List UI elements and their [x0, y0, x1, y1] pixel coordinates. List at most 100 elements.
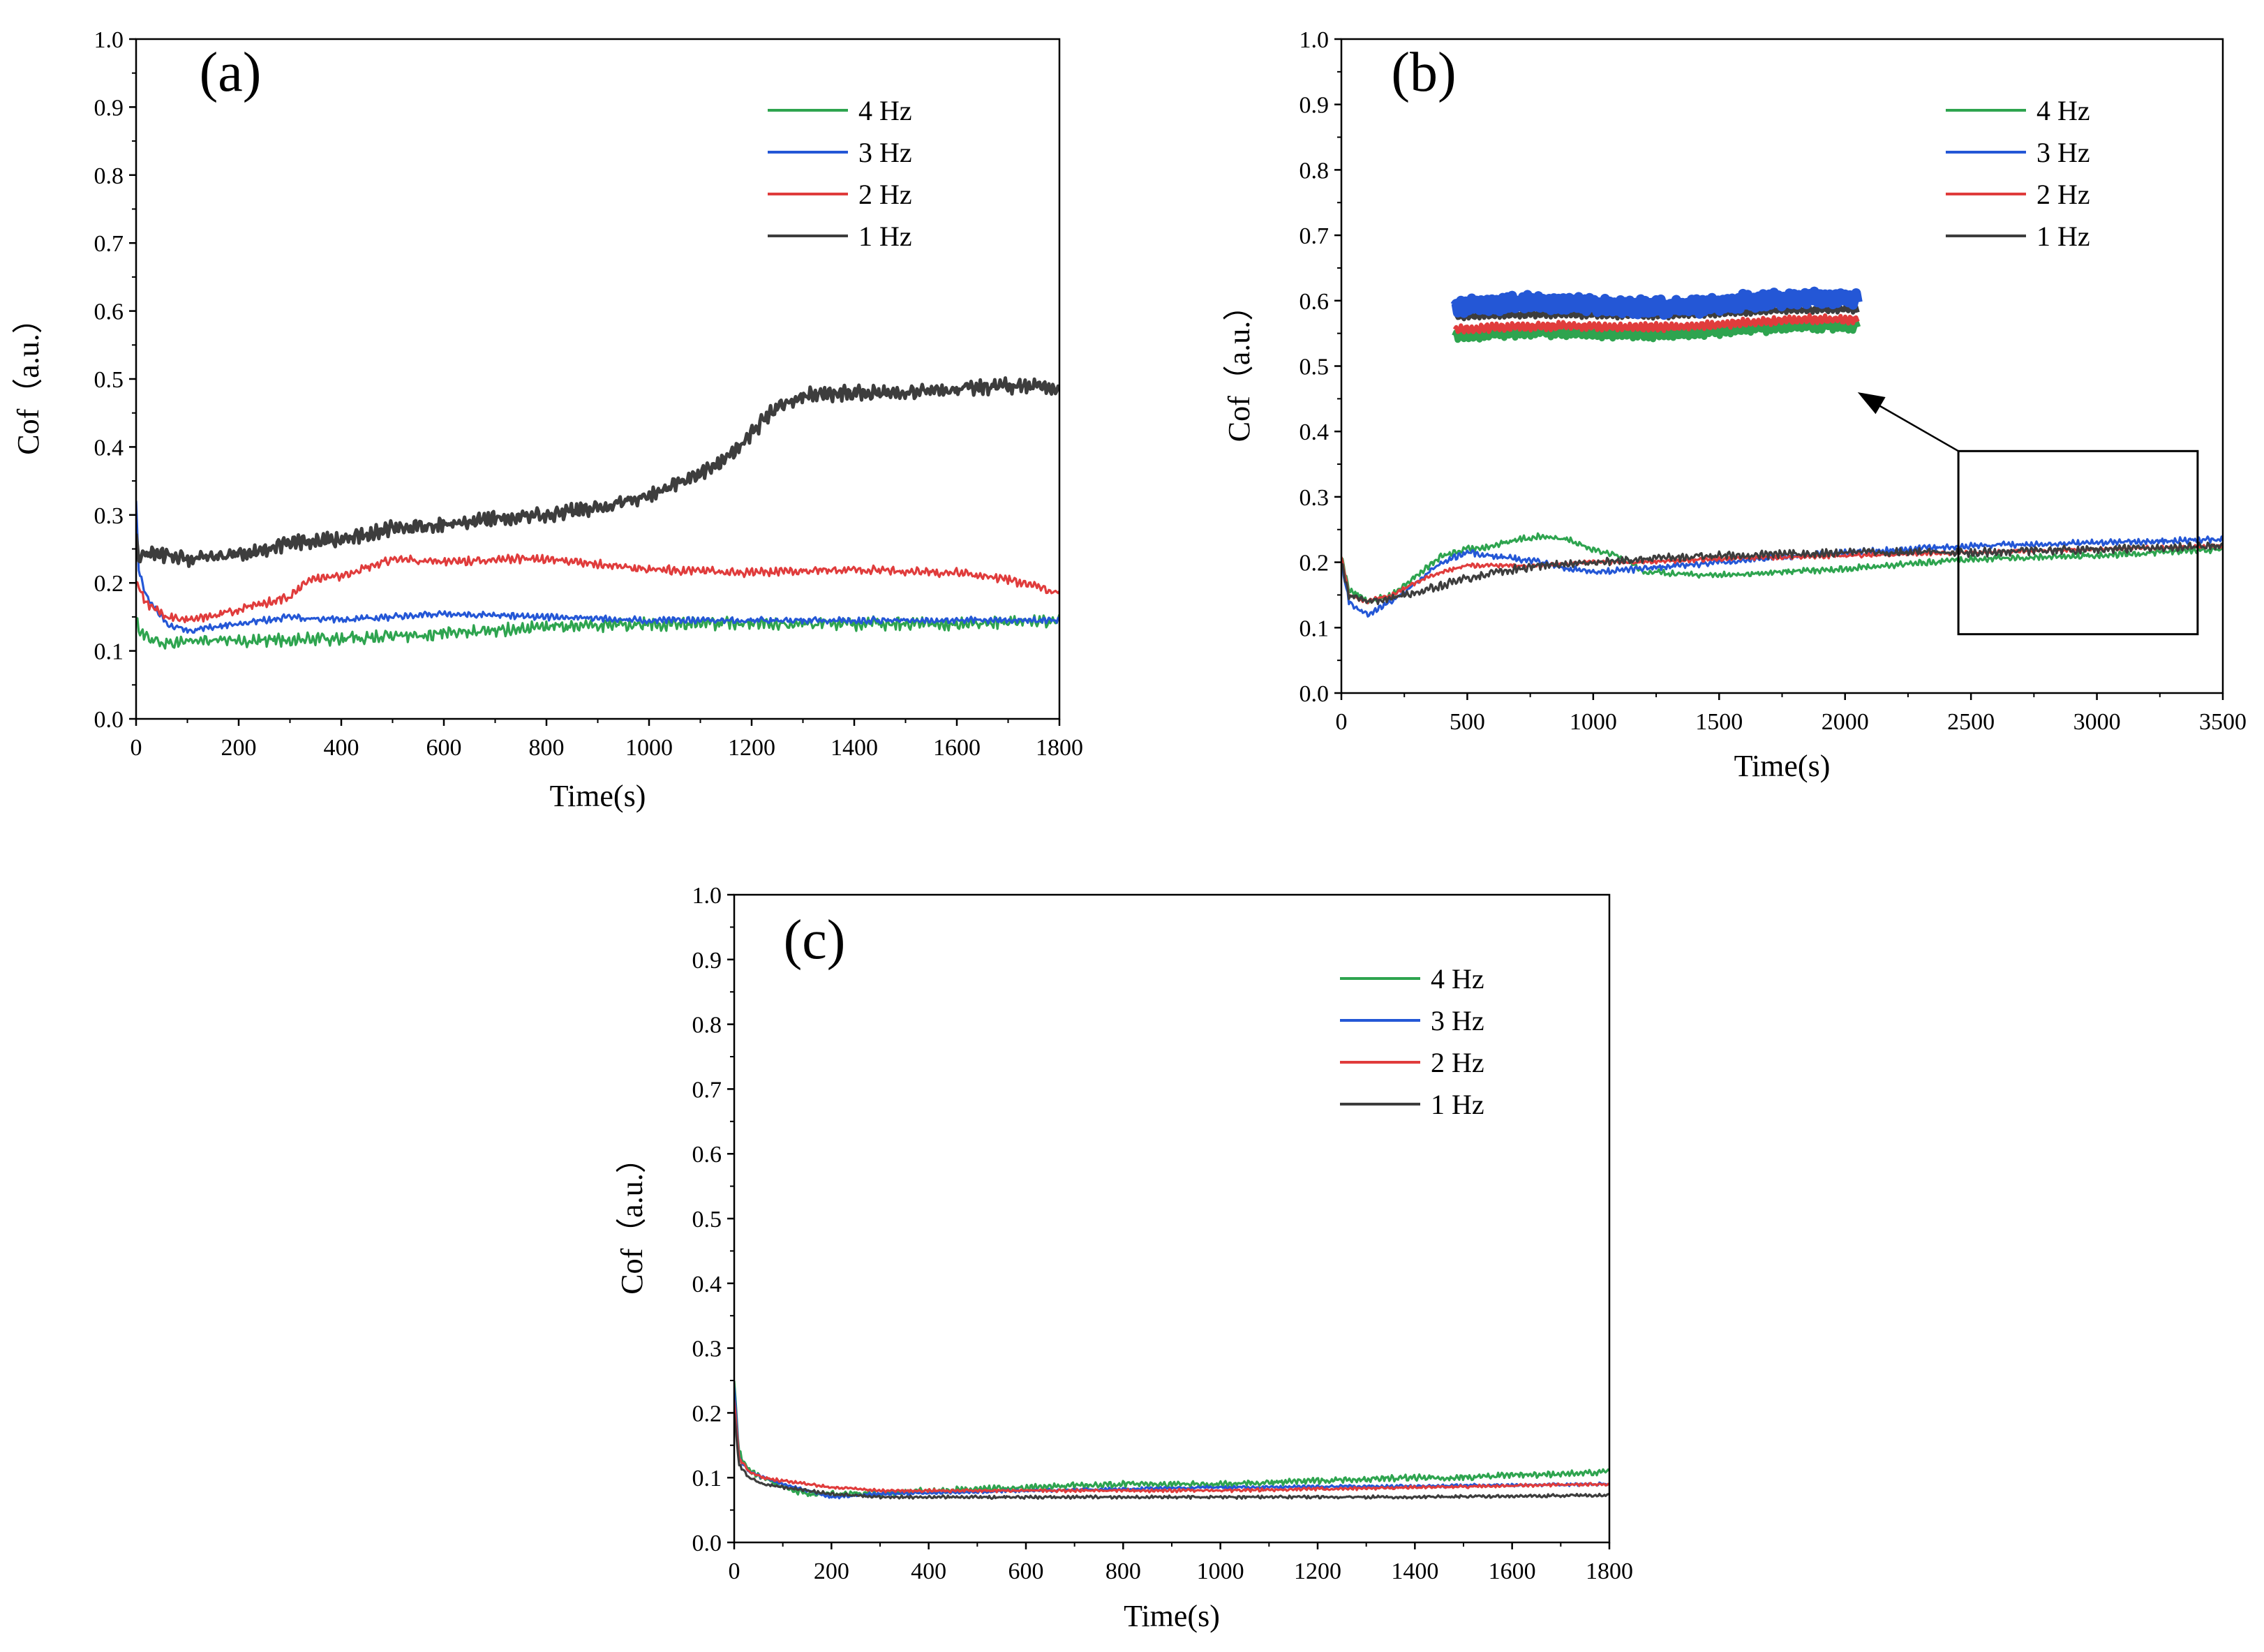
y-tick-label: 0.9	[94, 95, 124, 121]
series-line-2hz	[136, 553, 1059, 624]
y-tick-label: 0.7	[692, 1077, 722, 1103]
y-tick-label: 0.2	[94, 571, 124, 597]
x-axis-label: Time(s)	[550, 779, 646, 813]
x-axis-label: Time(s)	[1124, 1599, 1220, 1633]
legend: 4 Hz 3 Hz 2 Hz 1 Hz	[1946, 95, 2090, 252]
y-tick-label: 0.0	[94, 707, 124, 733]
x-tick-label: 1400	[1391, 1558, 1438, 1584]
y-tick-label: 0.8	[94, 163, 124, 189]
y-tick-label: 0.0	[1299, 681, 1330, 707]
y-tick-label: 0.5	[94, 367, 124, 393]
series-group	[734, 1381, 1609, 1501]
x-tick-label: 1000	[1570, 709, 1617, 735]
y-tick-label: 0.1	[692, 1466, 722, 1491]
series-line-1hz	[136, 376, 1059, 568]
y-tick-label: 0.2	[692, 1401, 722, 1427]
x-tick-label: 2500	[1947, 709, 1995, 735]
zoom-arrow-head	[1857, 392, 1886, 415]
series-line-1hz	[1341, 541, 2223, 605]
y-axis-label: Cof（a.u.）	[615, 1143, 649, 1295]
legend-label: 3 Hz	[2036, 137, 2090, 168]
y-tick-label: 0.4	[692, 1272, 722, 1297]
legend-label: 4 Hz	[1431, 963, 1484, 995]
y-axis-label: Cof（a.u.）	[1222, 290, 1256, 442]
x-tick-label: 1200	[1294, 1558, 1341, 1584]
y-tick-label: 0.7	[94, 231, 124, 257]
y-tick-label: 1.0	[1299, 27, 1330, 53]
x-tick-label: 400	[911, 1558, 946, 1584]
legend-label: 4 Hz	[2036, 95, 2090, 126]
y-tick-label: 0.4	[94, 435, 124, 461]
series-line-4hz	[1341, 532, 2223, 604]
series-line-4hz	[136, 613, 1059, 650]
legend-label: 1 Hz	[1431, 1089, 1484, 1120]
legend-label: 4 Hz	[858, 95, 912, 126]
y-tick-label: 0.6	[692, 1142, 722, 1168]
y-tick-label: 1.0	[94, 27, 124, 53]
x-tick-label: 800	[1105, 1558, 1141, 1584]
x-tick-label: 3500	[2199, 709, 2247, 735]
y-tick-label: 0.6	[1299, 289, 1330, 315]
y-tick-label: 0.7	[1299, 223, 1330, 249]
x-tick-label: 3000	[2073, 709, 2121, 735]
x-tick-label: 1500	[1695, 709, 1743, 735]
x-tick-label: 800	[529, 735, 565, 761]
y-tick-label: 0.5	[1299, 355, 1330, 380]
x-tick-label: 1400	[831, 735, 878, 761]
y-tick-label: 0.3	[1299, 485, 1330, 511]
y-tick-label: 0.0	[692, 1531, 722, 1556]
x-tick-label: 200	[221, 735, 257, 761]
series-group	[1341, 532, 2223, 618]
panel-label: (b)	[1391, 42, 1456, 103]
x-tick-label: 400	[324, 735, 359, 761]
legend-label: 1 Hz	[2036, 221, 2090, 252]
x-tick-label: 1000	[1197, 1558, 1244, 1584]
x-tick-label: 2000	[1822, 709, 1869, 735]
series-line-2hz	[1341, 543, 2223, 604]
chart-panel-b: 0.0 0.1 0.2 0.3 0.4 0.5 0.6 0.7 0.8 0.9 1.0 0 500 100…	[1222, 27, 2247, 783]
legend-label: 2 Hz	[1431, 1047, 1484, 1078]
y-tick-label: 0.3	[692, 1337, 722, 1362]
y-tick-label: 0.1	[1299, 616, 1330, 641]
y-tick-label: 0.4	[1299, 419, 1330, 445]
x-axis-label: Time(s)	[1734, 749, 1831, 783]
y-tick-label: 0.8	[692, 1013, 722, 1039]
inset-series-2hz	[1452, 313, 1860, 335]
x-tick-label: 0	[1336, 709, 1348, 735]
series-line-1hz	[734, 1413, 1609, 1501]
x-tick-label: 1600	[1489, 1558, 1536, 1584]
y-tick-label: 0.1	[94, 639, 124, 665]
x-tick-label: 1800	[1036, 735, 1083, 761]
x-tick-label: 1000	[625, 735, 673, 761]
y-tick-label: 0.5	[692, 1207, 722, 1233]
x-tick-label: 600	[1008, 1558, 1044, 1584]
x-tick-label: 600	[426, 735, 462, 761]
legend-label: 1 Hz	[858, 221, 912, 252]
inset-zoom	[1450, 286, 1863, 343]
series-line-3hz	[136, 500, 1059, 634]
chart-panel-c: 0.0 0.1 0.2 0.3 0.4 0.5 0.6 0.7 0.8 0.9 1.0 0 200 400…	[615, 883, 1633, 1633]
series-line-2hz	[734, 1399, 1609, 1494]
x-tick-label: 200	[814, 1558, 849, 1584]
x-tick-label: 1800	[1586, 1558, 1633, 1584]
y-axis-label: Cof（a.u.）	[11, 303, 45, 455]
y-tick-label: 1.0	[692, 883, 722, 909]
zoom-box	[1957, 449, 2199, 636]
x-tick-label: 500	[1450, 709, 1485, 735]
legend: 4 Hz 3 Hz 2 Hz 1 Hz	[768, 95, 912, 252]
series-group	[136, 376, 1059, 650]
y-tick-label: 0.8	[1299, 158, 1330, 184]
zoom-arrow	[1872, 401, 1959, 452]
panel-label: (c)	[784, 909, 846, 971]
legend-label: 3 Hz	[858, 137, 912, 168]
legend-label: 2 Hz	[2036, 179, 2090, 210]
legend: 4 Hz 3 Hz 2 Hz 1 Hz	[1340, 963, 1484, 1120]
y-tick-label: 0.9	[1299, 93, 1330, 119]
legend-label: 3 Hz	[1431, 1005, 1484, 1036]
legend-label: 2 Hz	[858, 179, 912, 210]
y-tick-label: 0.3	[94, 503, 124, 529]
panel-label: (a)	[200, 42, 262, 103]
y-tick-label: 0.6	[94, 299, 124, 325]
y-tick-label: 0.9	[692, 948, 722, 974]
